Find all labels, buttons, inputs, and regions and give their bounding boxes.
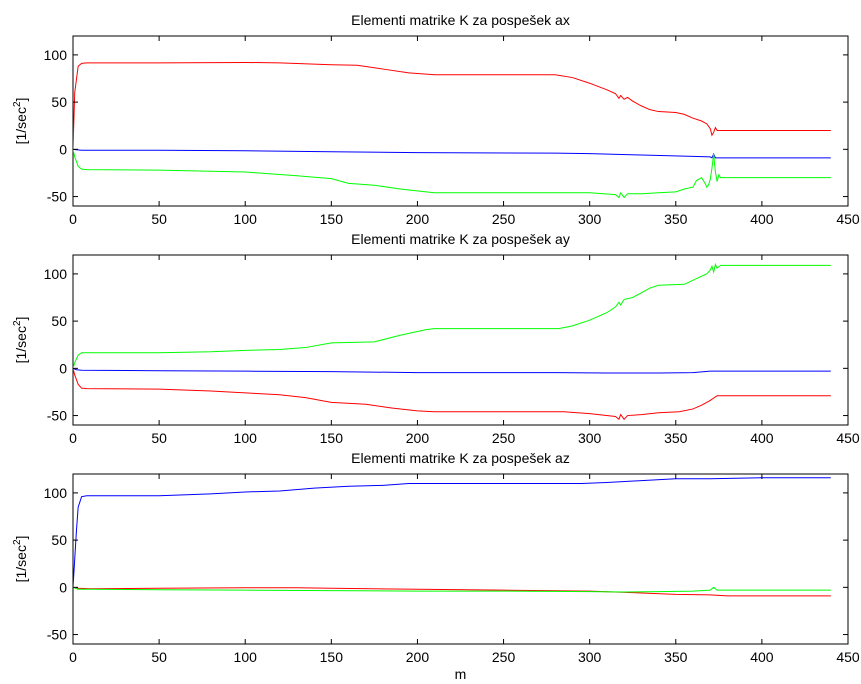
x-tick-label: 300 [578, 430, 602, 446]
x-tick-label: 350 [664, 430, 688, 446]
x-tick-label: 300 [578, 649, 602, 665]
chart-panel-1: 0 50 100 150 200 250 300 350 400 450-50050100Elem… [12, 12, 860, 227]
x-tick-label: 100 [234, 649, 258, 665]
x-tick-label: 200 [406, 430, 430, 446]
x-tick-label: 100 [234, 211, 258, 227]
y-tick-label: 50 [51, 532, 67, 548]
y-tick-label: -50 [47, 408, 67, 424]
x-tick-label: 400 [750, 211, 774, 227]
series-line-3 [73, 368, 831, 421]
y-tick-label: 0 [59, 360, 67, 376]
x-tick-label: 150 [320, 649, 344, 665]
x-tick-label: 50 [151, 649, 167, 665]
y-tick-label: 100 [44, 47, 68, 63]
x-tick-label: 450 [836, 430, 860, 446]
y-axis-label: [1/sec2] [12, 317, 29, 364]
y-axis-label: [1/sec2] [12, 98, 29, 145]
y-tick-label: 0 [59, 141, 67, 157]
x-tick-label: 450 [836, 649, 860, 665]
x-tick-label: 50 [151, 211, 167, 227]
chart-title: Elementi matrike K za pospešek az [351, 450, 570, 466]
y-tick-label: -50 [47, 189, 67, 205]
x-tick-label: 0 [69, 430, 77, 446]
x-tick-label: 200 [406, 211, 430, 227]
y-tick-label: 0 [59, 579, 67, 595]
series-group [73, 61, 831, 199]
x-tick-label: 400 [750, 649, 774, 665]
x-tick-label: 300 [578, 211, 602, 227]
x-tick-label: 150 [320, 430, 344, 446]
y-tick-label: 50 [51, 313, 67, 329]
series-line-1 [73, 477, 831, 588]
x-tick-label: 250 [492, 430, 516, 446]
x-tick-label: 350 [664, 649, 688, 665]
series-group [73, 262, 831, 421]
series-line-3 [73, 586, 831, 593]
y-tick-label: 100 [44, 485, 68, 501]
x-axis-label: m [455, 666, 467, 682]
x-tick-label: 150 [320, 211, 344, 227]
chart-panel-3: 0 50 100 150 200 250 300 350 400 450-50050100Elem… [12, 450, 860, 682]
x-tick-label: 0 [69, 649, 77, 665]
series-line-1 [73, 61, 831, 150]
x-tick-label: 350 [664, 211, 688, 227]
series-line-2 [73, 367, 831, 374]
x-tick-label: 250 [492, 649, 516, 665]
x-tick-label: 400 [750, 430, 774, 446]
x-tick-label: 50 [151, 430, 167, 446]
x-tick-label: 200 [406, 649, 430, 665]
series-line-3 [73, 149, 831, 199]
plot-area [72, 473, 849, 645]
x-tick-label: 100 [234, 430, 258, 446]
plot-area [72, 254, 849, 426]
x-tick-label: 250 [492, 211, 516, 227]
y-axis-label: [1/sec2] [12, 536, 29, 583]
y-tick-label: 50 [51, 94, 67, 110]
y-tick-label: -50 [47, 627, 67, 643]
x-tick-label: 450 [836, 211, 860, 227]
chart-panel-2: 0 50 100 150 200 250 300 350 400 450-50050100Elem… [12, 231, 860, 446]
x-tick-label: 0 [69, 211, 77, 227]
series-line-1 [73, 262, 831, 369]
plot-area [72, 35, 849, 207]
y-tick-label: 100 [44, 266, 68, 282]
series-group [73, 477, 831, 597]
series-line-2 [73, 586, 831, 597]
chart-title: Elementi matrike K za pospešek ay [351, 231, 570, 247]
chart-title: Elementi matrike K za pospešek ax [351, 12, 570, 28]
